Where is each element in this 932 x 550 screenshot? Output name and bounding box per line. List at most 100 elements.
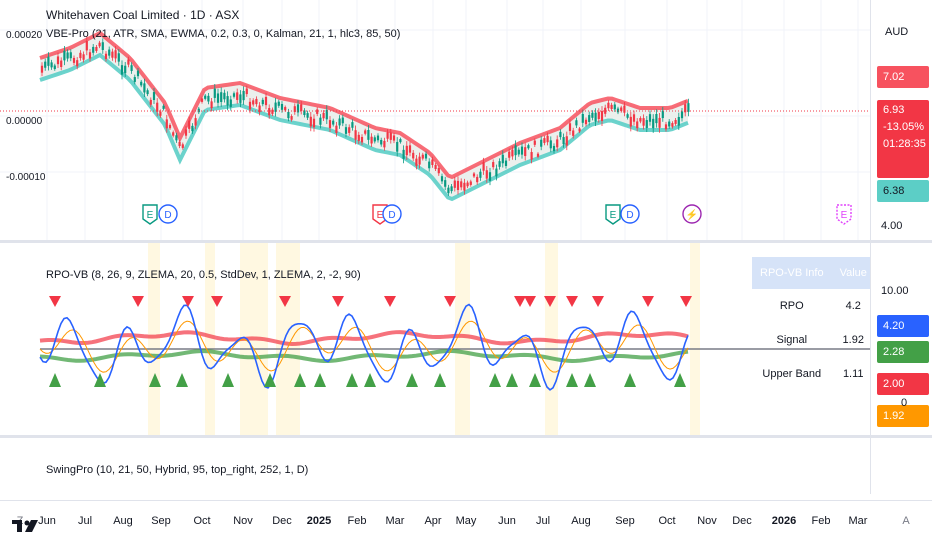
dividend-event-icon: D <box>620 204 640 224</box>
table-row: RPO 4.2 <box>752 289 875 323</box>
candle-body <box>514 145 517 156</box>
candle-body <box>82 54 85 60</box>
oscillator-scale[interactable]: 10.00 4.20 2.28 2.00 1.92 0 <box>870 243 932 435</box>
sell-signal-icon <box>332 296 344 307</box>
pane-divider-2[interactable] <box>0 435 932 438</box>
time-axis-label: Feb <box>811 515 831 527</box>
price-scale[interactable]: AUD 7.02 6.93 -13.05% 01:28:35 6.38 4.00 <box>870 0 932 240</box>
pane-divider-1[interactable] <box>0 240 932 243</box>
candle-body <box>488 172 492 181</box>
swing-scale[interactable] <box>870 438 932 494</box>
price-chart[interactable]: E D E D E D ⚡ E <box>0 0 870 240</box>
candle-body <box>530 152 533 160</box>
candle-body <box>175 135 178 141</box>
dividend-event-icon: D <box>158 204 178 224</box>
candle-body <box>536 153 540 157</box>
candle-body <box>591 112 594 118</box>
highlight-zone <box>455 243 470 435</box>
candle-body <box>392 135 396 141</box>
candle-body <box>565 136 568 146</box>
rpo-lower-band <box>39 349 689 363</box>
table-row-value: 1.11 <box>842 368 864 380</box>
rpo-indicator-legend[interactable]: RPO-VB (8, 26, 9, ZLEMA, 20, 0.5, StdDev… <box>46 269 361 281</box>
tradingview-logo-icon[interactable] <box>10 518 40 534</box>
candle-body <box>469 181 472 185</box>
dividend-marker <box>158 204 178 224</box>
time-axis-label: May <box>455 515 477 527</box>
buy-signal-icon <box>49 373 61 387</box>
candle-body <box>140 81 143 86</box>
table-row-label: Upper Band <box>762 368 822 380</box>
candle-body <box>303 110 306 116</box>
candle-body <box>421 154 424 159</box>
candle-body <box>674 119 677 124</box>
sell-signal-icon <box>132 296 144 307</box>
candle-body <box>296 104 300 113</box>
candle-body <box>444 180 447 187</box>
candle-body <box>223 92 226 100</box>
earnings-future-marker <box>836 204 852 225</box>
swingpro-pane[interactable]: SwingPro (10, 21, 50, Hybrid, 95, top_ri… <box>0 438 932 494</box>
candle-body <box>229 99 232 107</box>
buy-signal-icon <box>294 373 306 387</box>
symbol-title[interactable]: Whitehaven Coal Limited · 1D · ASX <box>46 8 240 22</box>
candle-body <box>88 52 92 59</box>
candle-body <box>236 92 239 100</box>
lower-band-line <box>39 52 689 202</box>
candle-body <box>232 93 236 97</box>
candle-body <box>412 152 415 159</box>
candle-body <box>428 161 431 169</box>
time-axis-label: Sep <box>615 515 635 527</box>
candle-body <box>50 62 53 68</box>
candle-body <box>44 61 47 68</box>
candle-body <box>389 132 392 140</box>
candle-body <box>437 167 440 174</box>
candle-body <box>594 112 597 122</box>
candle-body <box>588 115 591 122</box>
candle-body <box>357 134 360 141</box>
candle-body <box>319 117 322 125</box>
candle-body <box>498 161 501 167</box>
candle-body <box>348 127 351 133</box>
main-chart-pane[interactable]: E D E D E D ⚡ E Whitehaven Coal Limited · 1D · … <box>0 0 932 240</box>
rpo-upper-band <box>39 330 689 346</box>
buy-signal-icon <box>506 373 518 387</box>
candle-body <box>511 149 514 157</box>
candle-body <box>92 46 95 53</box>
time-axis-label: Mar <box>385 515 405 527</box>
candle-body <box>652 118 655 129</box>
candle-body <box>328 120 332 129</box>
earnings-marker <box>142 204 158 225</box>
highlight-zone <box>205 243 215 435</box>
osc-scale-zero: 0 <box>901 397 908 409</box>
sell-signal-icon <box>642 296 654 307</box>
candle-body <box>76 60 79 67</box>
candle-body <box>226 96 229 106</box>
candle-body <box>181 144 184 148</box>
candle-body <box>364 130 367 134</box>
candle-body <box>149 99 152 105</box>
candle-body <box>136 70 140 77</box>
candle-body <box>188 120 191 129</box>
candle-body <box>658 117 661 128</box>
candle-body <box>274 102 277 112</box>
buy-signal-icon <box>489 373 501 387</box>
candle-body <box>472 173 476 177</box>
rpo-oscillator-chart[interactable] <box>0 243 870 435</box>
candle-body <box>380 139 383 145</box>
candle-body <box>332 120 335 125</box>
sell-signal-icon <box>384 296 396 307</box>
candle-body <box>277 101 280 106</box>
auto-scale-icon[interactable]: A <box>902 515 910 527</box>
swingpro-indicator-legend[interactable]: SwingPro (10, 21, 50, Hybrid, 95, top_ri… <box>46 464 309 476</box>
candle-body <box>466 182 469 187</box>
candle-body <box>405 145 408 156</box>
vbe-indicator-legend[interactable]: VBE-Pro (21, ATR, SMA, EWMA, 0.2, 0.3, 0… <box>46 28 401 40</box>
sell-signal-icon <box>544 296 556 307</box>
candle-body <box>456 180 460 190</box>
rpo-oscillator-pane[interactable]: RPO-VB (8, 26, 9, ZLEMA, 20, 0.5, StdDev… <box>0 243 932 435</box>
currency-label[interactable]: AUD <box>885 26 909 38</box>
time-axis[interactable]: Z JunJulAugSepOctNovDec2025FebMarAprMayJ… <box>0 500 932 550</box>
time-axis-label: Oct <box>658 515 676 527</box>
candle-body <box>287 111 290 119</box>
